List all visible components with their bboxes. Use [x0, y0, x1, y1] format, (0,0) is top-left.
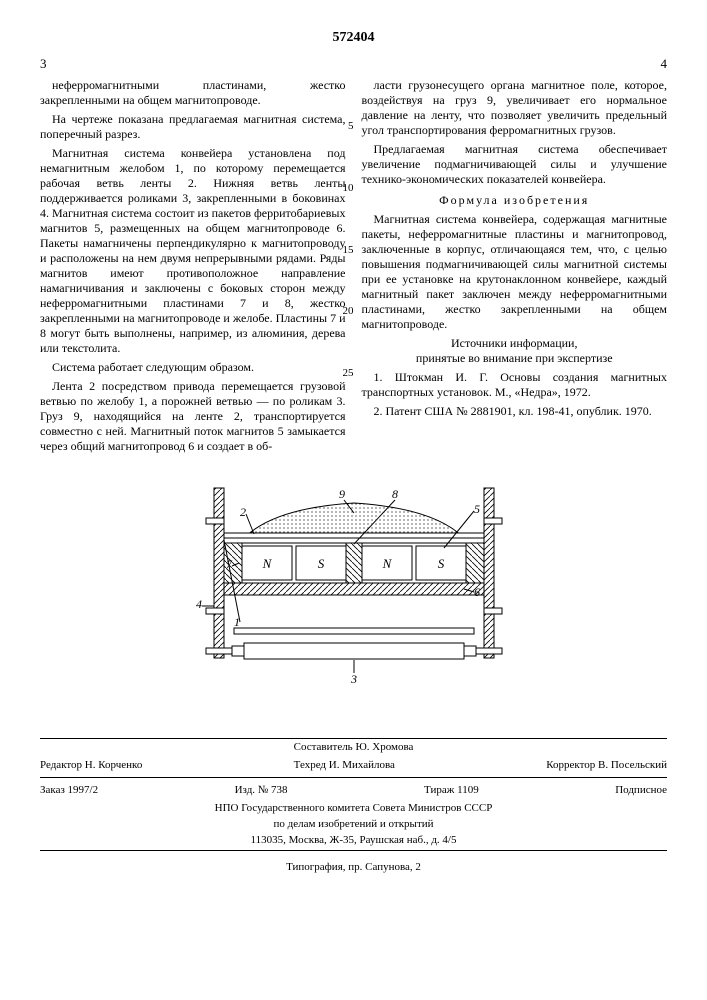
ln-20: 20 — [340, 305, 354, 319]
left-p3: Магнитная система конвейера установлена … — [40, 146, 346, 356]
ln-15: 15 — [340, 244, 354, 258]
sources-title2: принятые во внимание при экспертизе — [362, 351, 668, 366]
tirazh: Тираж 1109 — [424, 784, 479, 796]
page-root: 572404 3 4 неферромагнитными пластинами,… — [0, 0, 707, 1000]
org2: по делам изобретений и открытий — [40, 816, 667, 832]
column-page-numbers: 3 4 — [40, 56, 667, 72]
techred: Техред И. Михайлова — [294, 759, 395, 771]
svg-text:6: 6 — [474, 585, 480, 599]
ref2: 2. Патент США № 2881901, кл. 198-41, опу… — [362, 404, 668, 419]
right-column: ласти грузонесущего органа магнитное пол… — [362, 78, 668, 458]
ln-25: 25 — [340, 367, 354, 381]
ln-5: 5 — [340, 120, 354, 134]
right-p1: ласти грузонесущего органа магнитное пол… — [362, 78, 668, 138]
order: Заказ 1997/2 — [40, 784, 98, 796]
margin-line-numbers: 5 10 15 20 25 — [340, 78, 354, 381]
magnet-N1: N — [261, 556, 272, 571]
sign: Подписное — [615, 784, 667, 796]
right-p2: Предлагаемая магнитная система обеспечив… — [362, 142, 668, 187]
left-p1: неферромагнитными пластинами, жестко зак… — [40, 78, 346, 108]
right-p3: Магнитная система конвейера, содержащая … — [362, 212, 668, 332]
magnet-N2: N — [381, 556, 392, 571]
svg-text:8: 8 — [392, 487, 398, 501]
svg-text:4: 4 — [196, 597, 202, 611]
technical-drawing: N S N S 9 8 2 5 7 4 6 1 3 — [154, 478, 554, 698]
patent-number: 572404 — [40, 30, 667, 46]
izd: Изд. № 738 — [235, 784, 288, 796]
svg-text:2: 2 — [240, 505, 246, 519]
right-page-num: 4 — [661, 56, 668, 72]
text-columns: неферромагнитными пластинами, жестко зак… — [40, 78, 667, 458]
left-p4: Система работает следующим образом. — [40, 360, 346, 375]
magnet-S1: S — [317, 556, 324, 571]
left-p2: На чертеже показана предлагаемая магнитн… — [40, 112, 346, 142]
left-column: неферромагнитными пластинами, жестко зак… — [40, 78, 346, 458]
compiler: Составитель Ю. Хромова — [40, 739, 667, 755]
org3: 113035, Москва, Ж-35, Раушская наб., д. … — [40, 832, 667, 848]
org1: НПО Государственного комитета Совета Мин… — [40, 800, 667, 816]
typography: Типография, пр. Сапунова, 2 — [40, 853, 667, 873]
svg-text:9: 9 — [339, 487, 345, 501]
svg-text:3: 3 — [350, 672, 357, 686]
ref1: 1. Штокман И. Г. Основы создания магнитн… — [362, 370, 668, 400]
left-p5: Лента 2 посредством привода перемещается… — [40, 379, 346, 454]
sources-title1: Источники информации, — [362, 336, 668, 351]
footer-block: Составитель Ю. Хромова Редактор Н. Корче… — [40, 738, 667, 873]
left-page-num: 3 — [40, 56, 47, 72]
svg-text:5: 5 — [474, 502, 480, 516]
ln-10: 10 — [340, 182, 354, 196]
editor: Редактор Н. Корченко — [40, 759, 142, 771]
corrector: Корректор В. Посельский — [546, 759, 667, 771]
magnet-S2: S — [437, 556, 444, 571]
claims-title: Формула изобретения — [362, 193, 668, 208]
